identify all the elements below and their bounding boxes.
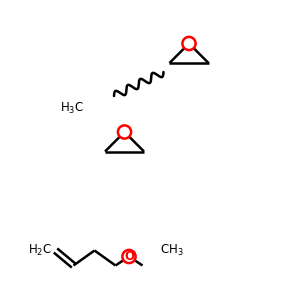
Text: CH$_3$: CH$_3$ (160, 243, 184, 258)
Text: H$_2$C: H$_2$C (28, 243, 52, 258)
Text: H$_3$C: H$_3$C (60, 100, 84, 116)
Text: O: O (124, 250, 134, 263)
